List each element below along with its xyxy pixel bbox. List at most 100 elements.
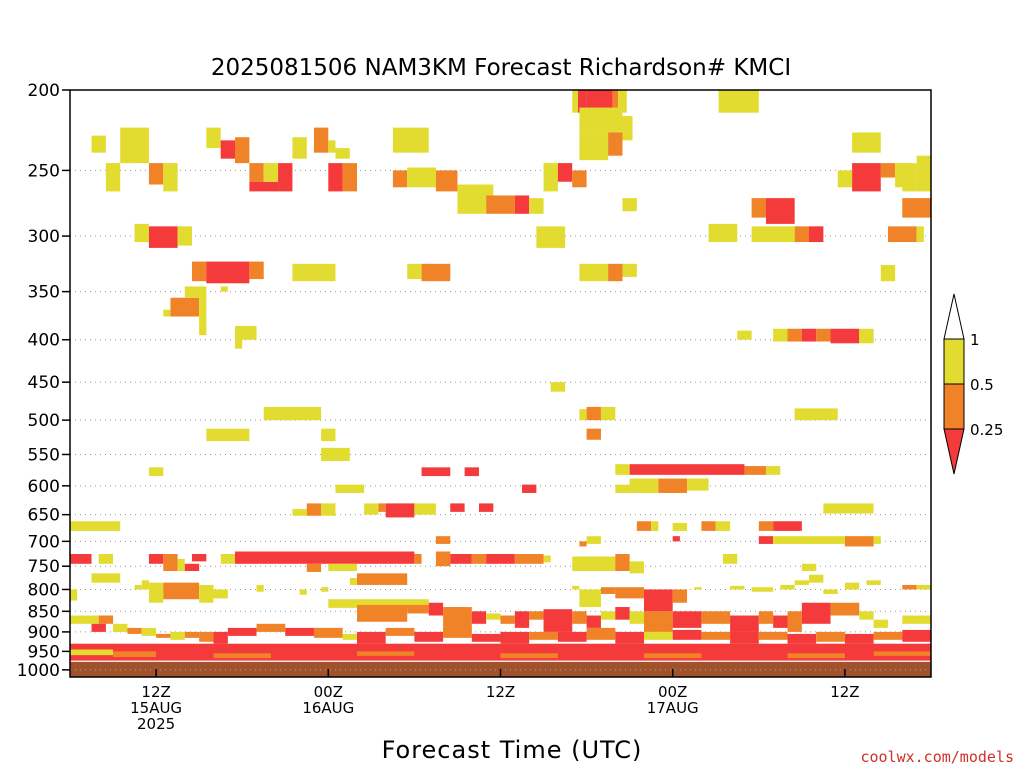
surface-band: [70, 660, 931, 662]
legend-label-0.25: 0.25: [970, 421, 1003, 439]
y-tick-label: 300: [28, 227, 60, 247]
ri-cell: [816, 328, 831, 342]
colorbar-legend: 1 0.5 0.25: [943, 293, 1003, 475]
ri-cell: [579, 107, 623, 133]
ri-cell: [579, 263, 609, 282]
ri-cell: [170, 297, 200, 317]
ri-cell: [70, 615, 99, 624]
ri-cell: [844, 633, 874, 644]
ri-cell: [916, 584, 931, 590]
ri-cell: [629, 561, 644, 574]
ri-cell: [235, 137, 250, 164]
ri-cell: [873, 619, 888, 628]
ri-cell: [794, 226, 810, 243]
ri-cell: [758, 631, 788, 640]
ri-cell: [306, 503, 322, 516]
ri-cell: [249, 261, 264, 280]
ri-cell: [235, 325, 257, 340]
ri-cell: [622, 116, 633, 141]
plot-frame: [69, 89, 932, 678]
x-axis-label: Forecast Time (UTC): [382, 736, 643, 764]
ri-cell: [844, 582, 860, 590]
ri-cell: [794, 408, 838, 421]
ri-cell: [206, 127, 221, 149]
ri-cell: [701, 611, 731, 624]
ri-cell: [715, 521, 731, 531]
ri-cell: [342, 163, 357, 192]
ri-cell: [852, 163, 881, 192]
ri-cell: [213, 589, 228, 599]
ri-cell: [113, 623, 128, 632]
legend-label-0.5: 0.5: [970, 376, 994, 394]
ri-cell: [328, 163, 343, 192]
ri-cell: [572, 556, 616, 571]
ri-cell: [70, 589, 78, 601]
ri-cell: [744, 466, 766, 475]
ri-cell: [557, 163, 573, 182]
legend-arrow-top: [943, 293, 965, 340]
ri-cell: [651, 521, 659, 531]
ri-cell: [572, 585, 580, 590]
ri-cell: [478, 503, 494, 512]
ri-cell: [543, 555, 551, 563]
ri-cell: [801, 563, 817, 571]
legend-bin-orange: [943, 383, 965, 430]
ri-cell: [809, 226, 824, 243]
ri-cell: [577, 90, 587, 113]
ri-cell: [672, 629, 702, 640]
ri-cell: [91, 623, 106, 632]
ri-cell: [801, 328, 817, 342]
ri-cell: [141, 627, 157, 636]
ri-cell: [141, 580, 149, 590]
ri-cell: [177, 226, 192, 246]
ri-cell: [292, 509, 307, 516]
ri-cell: [615, 587, 644, 599]
ri-cell: [514, 554, 544, 564]
ri-cell: [751, 198, 766, 218]
ri-cell: [830, 602, 860, 616]
ri-cell: [600, 406, 616, 421]
ri-cell: [550, 382, 566, 392]
ri-cell: [500, 653, 558, 659]
ri-cell: [471, 611, 487, 624]
ri-cell: [471, 554, 487, 564]
ri-cell: [816, 631, 845, 642]
legend-arrow-bottom: [943, 428, 965, 475]
y-tick-label: 450: [28, 373, 60, 393]
ri-cell: [644, 631, 673, 640]
ri-cell: [557, 631, 587, 642]
ri-cell: [342, 633, 357, 640]
ri-cell: [313, 627, 343, 638]
ri-cell: [572, 90, 578, 113]
ri-cell: [758, 536, 774, 544]
ri-cell: [787, 633, 817, 644]
ri-cell: [694, 587, 702, 590]
x-tick-label: 12Z: [141, 683, 170, 701]
ri-cell: [622, 198, 637, 212]
x-tick-label: 15AUG: [130, 699, 182, 717]
ri-cell: [658, 478, 688, 493]
ri-cell: [184, 286, 207, 298]
ri-cell: [522, 484, 537, 493]
ri-cell: [256, 623, 286, 632]
ri-cell: [163, 554, 178, 571]
ri-cell: [249, 163, 264, 182]
ri-cell: [127, 627, 142, 634]
y-tick-label: 1000: [17, 661, 60, 681]
ri-cell: [91, 135, 106, 153]
ri-cell: [615, 484, 630, 493]
ri-cell: [163, 163, 178, 192]
ri-cell: [313, 127, 329, 153]
ri-cell: [421, 467, 451, 477]
ri-cell: [916, 226, 924, 243]
ri-cell: [902, 177, 917, 192]
ri-cell: [608, 263, 623, 282]
ri-cell: [615, 607, 630, 620]
ri-cell: [292, 263, 336, 282]
ri-cell: [837, 170, 853, 188]
ri-cell: [392, 170, 408, 188]
ri-cell: [191, 261, 207, 282]
y-tick-label: 650: [28, 506, 60, 526]
ri-cell: [457, 184, 494, 199]
ri-cell: [887, 226, 917, 243]
